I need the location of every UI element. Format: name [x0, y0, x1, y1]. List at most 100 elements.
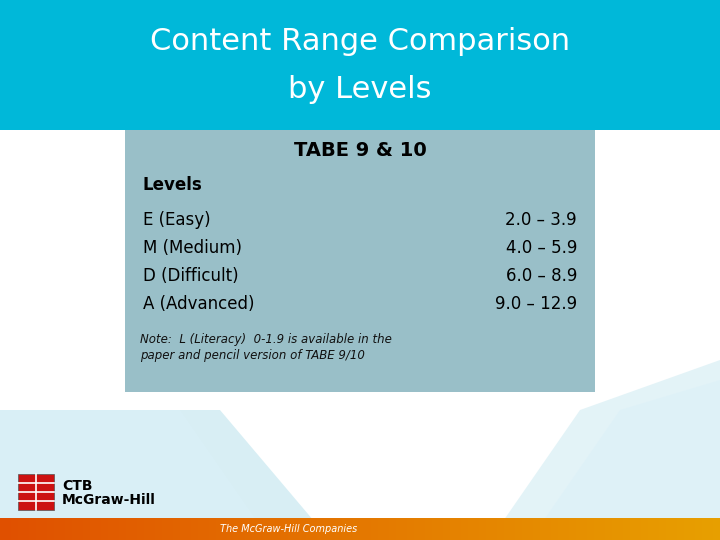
Bar	[554, 518, 558, 540]
Bar	[54, 518, 58, 540]
Bar	[125, 125, 595, 392]
Bar	[637, 518, 641, 540]
Bar	[65, 518, 68, 540]
Text: McGraw-Hill: McGraw-Hill	[62, 493, 156, 507]
Bar	[443, 518, 446, 540]
Bar	[68, 518, 72, 540]
Bar	[47, 518, 50, 540]
Bar	[158, 518, 162, 540]
Bar	[378, 518, 382, 540]
Text: paper and pencil version of TABE 9/10: paper and pencil version of TABE 9/10	[140, 349, 365, 362]
Bar	[43, 518, 47, 540]
Polygon shape	[0, 410, 270, 540]
Bar	[230, 518, 234, 540]
Bar	[281, 518, 284, 540]
Bar	[612, 518, 616, 540]
Bar	[425, 518, 428, 540]
Bar	[490, 518, 493, 540]
Bar	[608, 518, 612, 540]
Bar	[205, 518, 209, 540]
Bar	[436, 518, 439, 540]
Text: E (Easy): E (Easy)	[143, 211, 211, 229]
Bar	[641, 518, 644, 540]
Bar	[349, 518, 353, 540]
Text: 2.0 – 3.9: 2.0 – 3.9	[505, 211, 577, 229]
Bar	[162, 518, 166, 540]
Bar	[216, 518, 220, 540]
Bar	[104, 518, 108, 540]
Bar	[544, 518, 547, 540]
Bar	[360, 518, 364, 540]
Bar	[504, 518, 508, 540]
Bar	[508, 518, 511, 540]
Bar	[263, 518, 266, 540]
Polygon shape	[530, 380, 720, 540]
Bar	[374, 518, 378, 540]
Bar	[58, 518, 61, 540]
Bar	[432, 518, 436, 540]
Bar	[0, 0, 720, 130]
Bar	[547, 518, 551, 540]
Bar	[648, 518, 652, 540]
Bar	[569, 518, 572, 540]
Bar	[461, 518, 464, 540]
Polygon shape	[0, 410, 330, 540]
Bar	[18, 474, 54, 510]
Bar	[14, 518, 18, 540]
Bar	[364, 518, 367, 540]
Bar	[277, 518, 281, 540]
Bar	[446, 518, 450, 540]
Bar	[626, 518, 630, 540]
Bar	[565, 518, 569, 540]
Bar	[428, 518, 432, 540]
Bar	[191, 518, 194, 540]
Bar	[486, 518, 490, 540]
Bar	[90, 518, 94, 540]
Bar	[551, 518, 554, 540]
Bar	[670, 518, 673, 540]
Bar	[684, 518, 688, 540]
Bar	[371, 518, 374, 540]
Bar	[389, 518, 392, 540]
Bar	[259, 518, 263, 540]
Bar	[605, 518, 608, 540]
Bar	[706, 518, 709, 540]
Bar	[518, 518, 522, 540]
Bar	[616, 518, 619, 540]
Bar	[407, 518, 410, 540]
Bar	[155, 518, 158, 540]
Bar	[594, 518, 598, 540]
Bar	[169, 518, 173, 540]
Bar	[709, 518, 713, 540]
Bar	[187, 518, 191, 540]
Bar	[418, 518, 421, 540]
Bar	[644, 518, 648, 540]
Bar	[212, 518, 216, 540]
Bar	[270, 518, 274, 540]
Text: 9.0 – 12.9: 9.0 – 12.9	[495, 295, 577, 313]
Bar	[634, 518, 637, 540]
Text: Levels: Levels	[143, 176, 203, 194]
Bar	[137, 518, 140, 540]
Bar	[695, 518, 698, 540]
Bar	[248, 518, 252, 540]
Bar	[306, 518, 310, 540]
Bar	[166, 518, 169, 540]
Bar	[673, 518, 677, 540]
Bar	[472, 518, 475, 540]
Bar	[284, 518, 288, 540]
Bar	[475, 518, 479, 540]
Bar	[0, 518, 4, 540]
Bar	[468, 518, 472, 540]
Bar	[22, 518, 25, 540]
Bar	[202, 518, 205, 540]
Bar	[94, 518, 97, 540]
Bar	[86, 518, 90, 540]
Bar	[403, 518, 407, 540]
Bar	[227, 518, 230, 540]
Text: 6.0 – 8.9: 6.0 – 8.9	[505, 267, 577, 285]
Bar	[173, 518, 176, 540]
Bar	[716, 518, 720, 540]
Bar	[76, 518, 79, 540]
Text: D (Difficult): D (Difficult)	[143, 267, 238, 285]
